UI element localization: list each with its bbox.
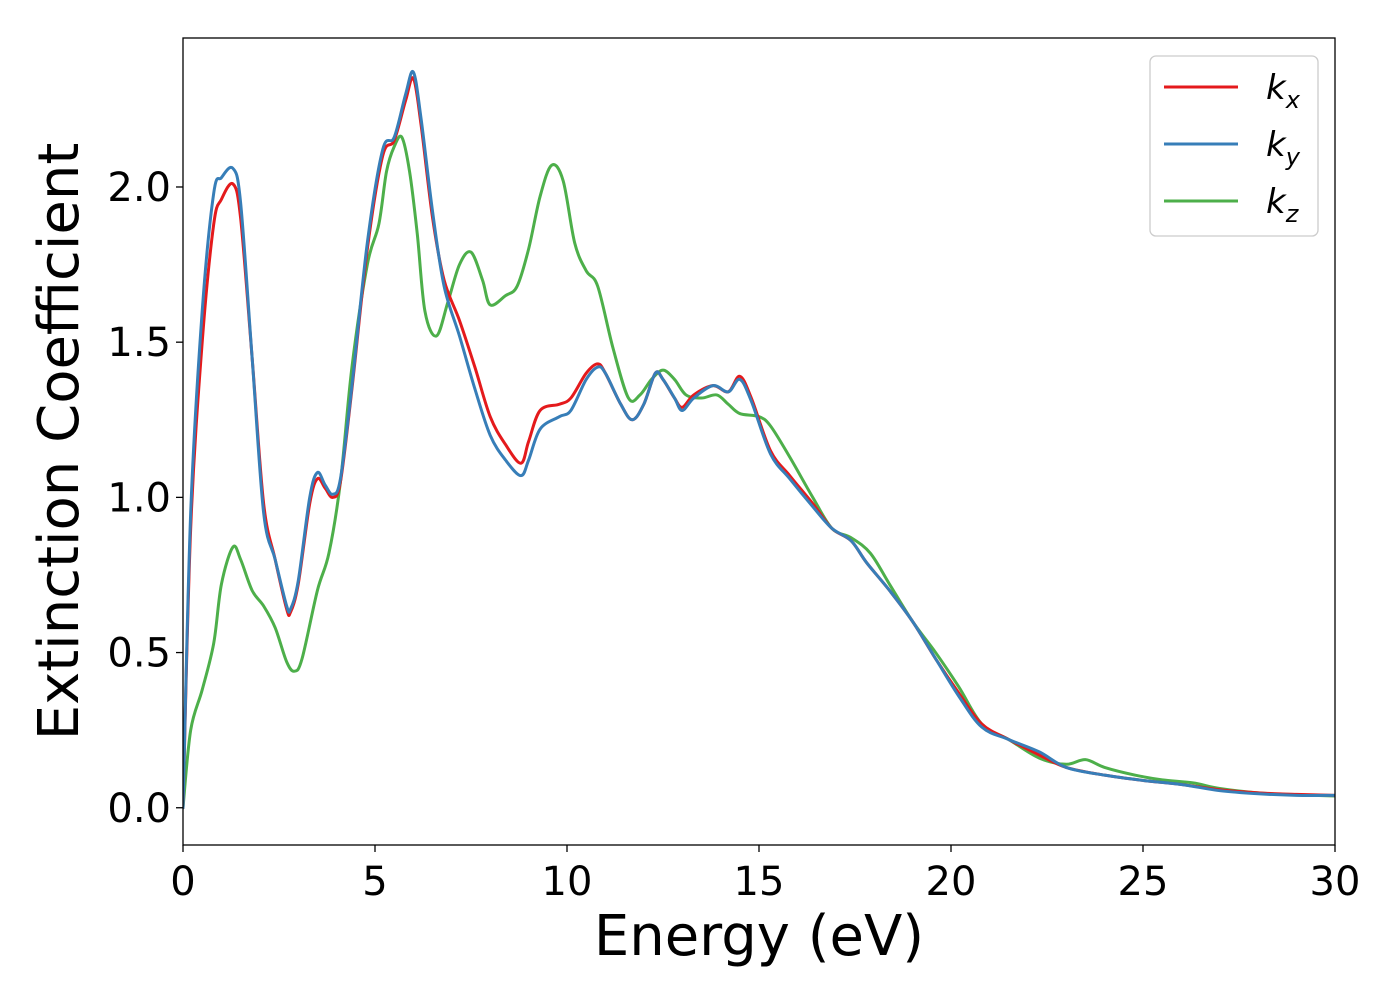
series-line-kz [183, 134, 1335, 810]
x-tick-label: 5 [362, 859, 387, 905]
x-tick-label: 30 [1310, 859, 1361, 905]
x-axis-label: Energy (eV) [594, 904, 924, 969]
legend-label: kx [1266, 68, 1301, 114]
y-axis-label: Extinction Coefficient [27, 143, 92, 741]
x-tick-label: 15 [734, 859, 785, 905]
y-axis: 0.0 0.5 1.0 1.5 2.0 [107, 165, 183, 832]
y-tick-label: 1.0 [107, 475, 171, 521]
legend-box [1149, 55, 1319, 237]
legend: kx ky kz [1149, 55, 1319, 237]
y-tick-label: 2.0 [107, 165, 171, 211]
legend-label: kz [1266, 182, 1300, 228]
series-layer [183, 69, 1335, 810]
y-tick-label: 0.5 [107, 631, 171, 677]
x-tick-label: 20 [926, 859, 977, 905]
series-line-ky [183, 69, 1335, 810]
y-tick-label: 0.0 [107, 786, 171, 832]
x-tick-label: 10 [542, 859, 593, 905]
legend-label: ky [1266, 125, 1301, 171]
x-axis: 0 5 10 15 20 25 30 [170, 845, 1360, 905]
x-tick-label: 0 [170, 859, 195, 905]
x-tick-label: 25 [1118, 859, 1169, 905]
y-tick-label: 1.5 [107, 320, 171, 366]
